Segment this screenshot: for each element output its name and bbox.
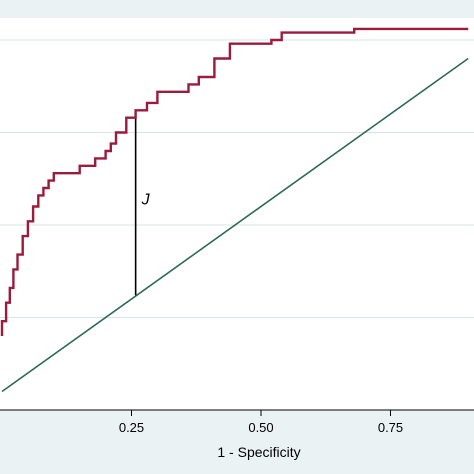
roc-curve-line: [0, 27, 469, 336]
reference-line: [1, 57, 469, 393]
roc-curve-group: [0, 27, 469, 336]
x-tick-label-1: 0.50: [248, 420, 273, 435]
youden-j-label: J: [141, 192, 151, 209]
gridlines: [0, 39, 474, 318]
reference-line-group: [1, 57, 469, 393]
plot-area: [0, 18, 474, 410]
x-axis-ticks: 0.25 0.50 0.75: [119, 410, 403, 435]
x-axis-title: 1 - Specificity: [217, 444, 300, 460]
annotation-group: J: [134, 117, 151, 296]
x-tick-label-2: 0.75: [378, 420, 403, 435]
x-tick-label-0: 0.25: [119, 420, 144, 435]
